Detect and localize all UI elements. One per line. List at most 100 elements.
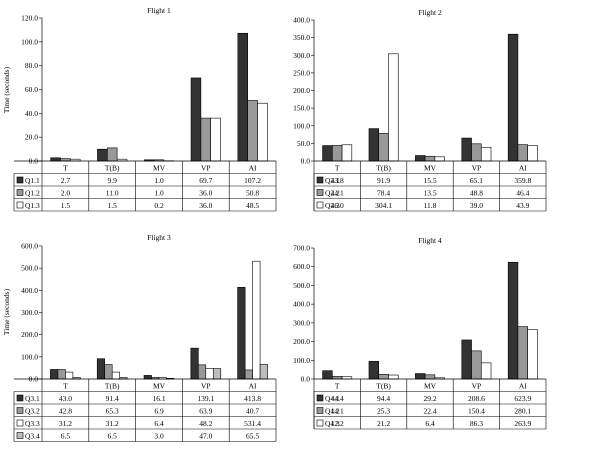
category-label: T <box>63 164 68 173</box>
data-label: 263.9 <box>514 419 531 428</box>
data-label: 6.4 <box>425 419 435 428</box>
data-label: 1.0 <box>154 189 164 198</box>
bar-Q1-1-ai <box>237 32 248 162</box>
data-label: 46.4 <box>516 189 529 198</box>
data-label: 42.8 <box>59 407 72 416</box>
y-tick-label: 0.0 <box>301 375 311 384</box>
data-label: 29.2 <box>423 394 436 403</box>
data-label: 11.0 <box>106 189 119 198</box>
data-label: 16.1 <box>152 394 165 403</box>
legend-swatch-Q2-2 <box>316 189 324 196</box>
y-tick-label: 200.0 <box>21 330 38 339</box>
data-label: 63.9 <box>199 407 212 416</box>
data-label: 0.2 <box>154 201 164 210</box>
data-label: 47.0 <box>199 432 212 441</box>
data-label: 22.4 <box>423 407 436 416</box>
y-tick-label: 60.0 <box>25 85 38 94</box>
data-label: 31.2 <box>106 419 119 428</box>
data-label: 6.4 <box>154 419 164 428</box>
bar-Q1-2-ai <box>247 100 258 162</box>
bar-Q2-2-mv <box>424 155 436 162</box>
data-label: 208.6 <box>468 394 485 403</box>
data-label: 280.1 <box>514 407 531 416</box>
bar-Q1-2-tb <box>106 147 118 162</box>
bar-Q1-1-tb <box>97 148 108 162</box>
bar-Q2-1-vp <box>461 137 472 162</box>
data-label: 139.1 <box>197 394 214 403</box>
bar-Q3-3-vp <box>205 368 214 380</box>
y-tick-label: 100.0 <box>21 37 38 46</box>
bar-Q3-2-t <box>57 369 66 380</box>
chart-panel-2: Flight 2 0.0 50.0 100.0 150.0 200.0 250.0 300.0… <box>293 8 547 212</box>
y-tick-label: 500.0 <box>293 281 310 290</box>
legend-swatch-Q3-1 <box>16 394 24 402</box>
bar-Q2-3-tb <box>388 53 399 162</box>
data-label: 65.5 <box>246 432 259 441</box>
bar-Q2-1-tb <box>368 128 380 162</box>
data-label: 65.1 <box>470 176 483 185</box>
category-label: T(B) <box>376 164 391 173</box>
bar-Q1-2-t <box>60 158 71 162</box>
chart-title: Flight 1 <box>147 6 171 15</box>
bar-Q3-3-tb <box>111 371 120 380</box>
legend-label: Q3.2 <box>25 407 40 416</box>
data-label: 304.1 <box>375 201 392 210</box>
bar-Q2-2-tb <box>378 133 389 162</box>
legend-label: Q3.1 <box>25 394 40 403</box>
y-tick-label: 200.0 <box>293 337 310 346</box>
legend-swatch-Q4-1 <box>316 394 324 402</box>
data-label: 107.2 <box>244 176 261 185</box>
category-label: MV <box>424 164 437 173</box>
bar-Q2-1-t <box>322 145 333 162</box>
data-label: 46.0 <box>331 201 344 210</box>
data-label: 48.8 <box>470 189 483 198</box>
category-label: T <box>335 382 340 391</box>
data-label: 2.7 <box>61 176 71 185</box>
category-label: MV <box>153 164 166 173</box>
bar-Q2-1-mv <box>415 155 426 162</box>
bar-Q3-4-vp <box>212 368 222 380</box>
legend-swatch-Q1-3 <box>16 201 24 209</box>
data-label: 94.4 <box>377 394 390 403</box>
bar-Q3-1-t <box>50 369 59 380</box>
y-tick-label: 600.0 <box>293 262 310 271</box>
chart-panel-4: Flight 4 0.0 100.0 200.0 300.0 400.0 500.0 600.… <box>293 236 547 430</box>
data-label: 44.4 <box>331 394 344 403</box>
bar-Q2-2-t <box>332 145 343 162</box>
y-tick-label: 200.0 <box>293 86 310 95</box>
data-label: 69.7 <box>199 176 212 185</box>
legend-label: Q1.1 <box>25 176 40 185</box>
bar-Q2-1-ai <box>507 33 519 162</box>
data-label: 39.0 <box>470 201 483 210</box>
data-label: 6.9 <box>154 407 164 416</box>
category-label: MV <box>153 382 166 391</box>
category-label: AI <box>249 382 257 391</box>
data-label: 91.4 <box>106 394 119 403</box>
data-label: 1.0 <box>154 176 164 185</box>
legend-label: Q1.3 <box>25 201 40 210</box>
bar-Q1-3-vp <box>210 117 221 162</box>
legend-swatch-Q3-3 <box>16 419 24 427</box>
y-tick-label: 700.0 <box>293 244 310 253</box>
legend-label: Q1.2 <box>25 189 40 198</box>
chart-title: Flight 3 <box>147 233 171 242</box>
bar-Q4-3-vp <box>480 362 492 380</box>
legend-swatch-Q2-1 <box>316 176 324 184</box>
y-tick-label: 350.0 <box>293 33 310 42</box>
data-label: 44.1 <box>331 189 344 198</box>
data-label: 50.8 <box>246 189 259 198</box>
category-label: MV <box>424 382 437 391</box>
legend-label: Q2.2 <box>325 189 340 198</box>
bar-Q2-3-ai <box>527 145 538 162</box>
data-label: 21.2 <box>377 419 390 428</box>
data-label: 48.5 <box>246 201 259 210</box>
legend-swatch-Q4-2 <box>316 407 324 414</box>
data-label: 43.9 <box>516 201 529 210</box>
bar-Q4-1-mv <box>415 373 426 380</box>
y-tick-label: 300.0 <box>293 318 310 327</box>
legend-label: Q4.3 <box>325 419 340 428</box>
data-label: 86.3 <box>470 419 483 428</box>
bar-Q2-3-t <box>341 144 353 162</box>
y-tick-label: 500.0 <box>21 264 38 273</box>
bar-Q2-3-vp <box>480 146 492 162</box>
